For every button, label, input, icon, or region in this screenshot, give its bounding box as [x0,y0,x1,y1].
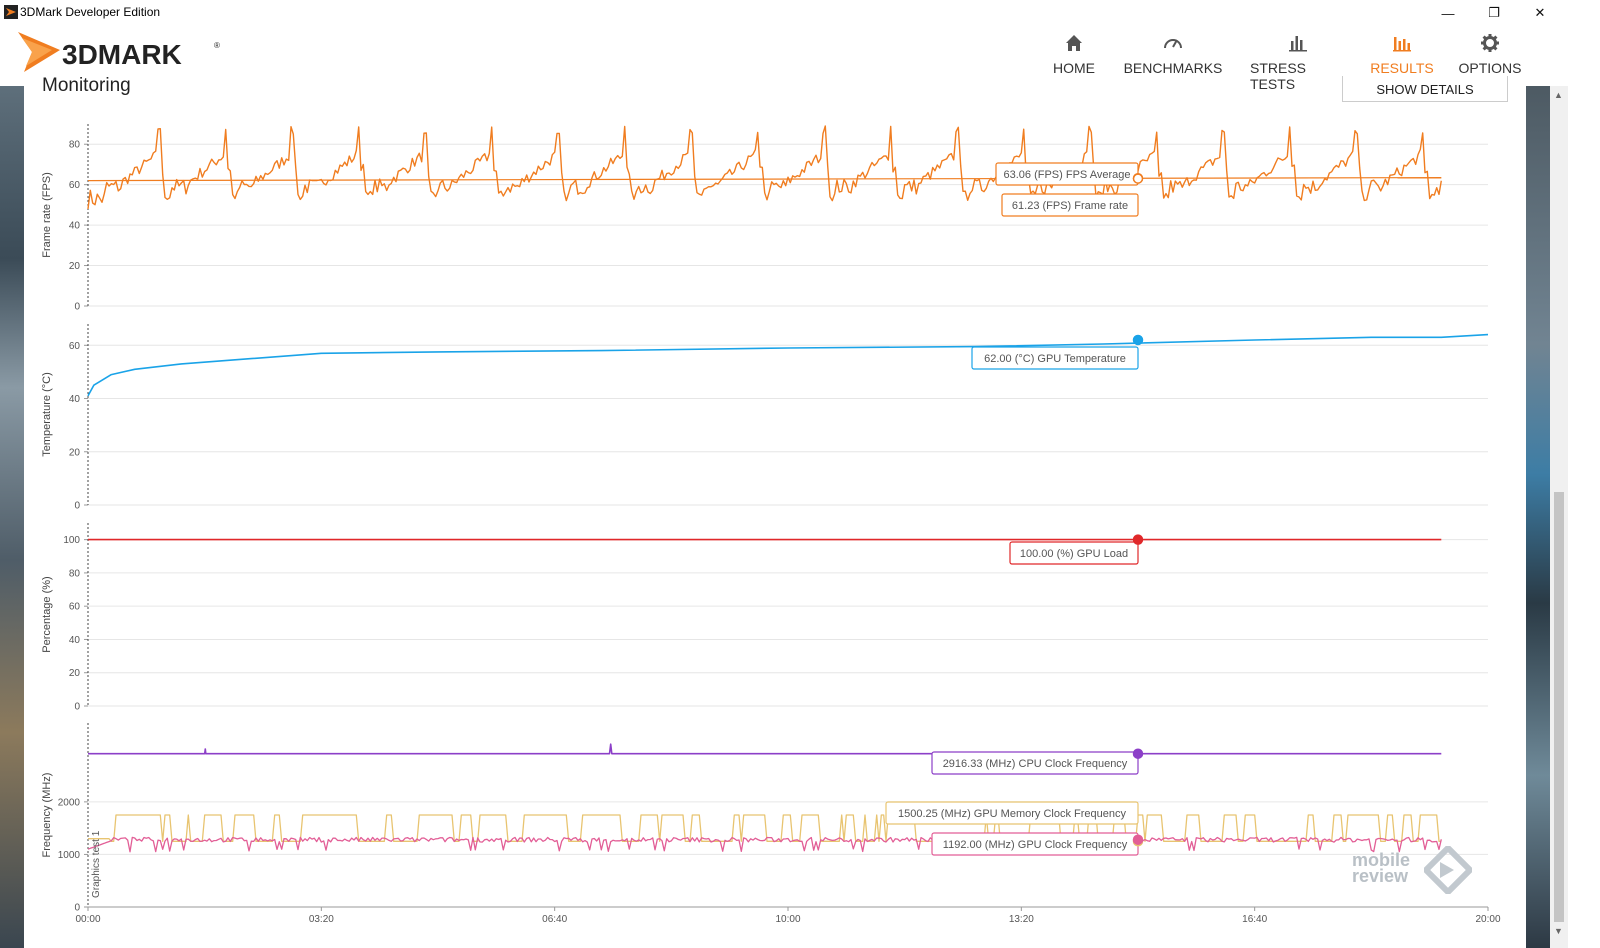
cpu-clock-dot [1132,748,1144,759]
nav-home[interactable]: HOME [1052,32,1096,76]
y-tick-label-clock: 1000 [58,850,81,861]
gpu-clock-dot [1132,834,1144,845]
nav-options-label: OPTIONS [1458,60,1522,76]
watermark-logo-icon [1424,846,1472,894]
watermark-line2: review [1352,866,1409,886]
y-tick-label-fps: 80 [69,140,81,151]
frame-rate-line [87,125,1442,209]
frame-rate-readout-box [1001,193,1139,217]
y-tick-label-clock: 2000 [58,797,81,808]
window-title: 3DMark Developer Edition [20,5,161,19]
background-art-left [0,86,24,948]
gpu-load-readout-box [1009,541,1139,565]
y-tick-label-temperature: 60 [69,341,81,352]
y-tick-label-gpu_load: 40 [69,635,81,646]
results-chart-icon [1393,37,1411,52]
gpu-temperature-readout: 62.00 (°C) GPU Temperature [984,353,1126,365]
app-header: 3DMARK ® HOME BENCHMARKS STRESS TESTS RE… [0,26,1568,92]
logo-text: 3DMARK [62,39,182,70]
x-tick-label: 20:00 [1475,914,1500,925]
frame-rate-readout: 61.23 (FPS) Frame rate [1012,200,1128,212]
gpu-load-dot [1132,534,1144,545]
close-button[interactable]: ✕ [1534,5,1546,20]
x-tick-label: 00:00 [75,914,100,925]
scrollbar-thumb[interactable] [1554,492,1564,922]
y-tick-label-gpu_load: 100 [63,535,80,546]
scroll-up-icon[interactable]: ▲ [1554,90,1563,100]
3dmark-logo: 3DMARK ® [18,28,228,83]
x-tick-label: 06:40 [542,914,567,925]
maximize-button[interactable]: ❐ [1488,5,1500,20]
gpu-clock-line [87,836,1442,853]
3dmark-app-icon [4,5,18,19]
nav-benchmarks[interactable]: BENCHMARKS [1122,32,1224,76]
graphics-test-marker-label: Graphics test 1 [91,830,102,898]
fps-average-line [87,176,1442,182]
y-tick-label-fps: 20 [69,261,81,272]
x-tick-label: 03:20 [309,914,334,925]
x-tick-label: 10:00 [775,914,800,925]
gpu-memory-clock-readout-box [885,801,1139,825]
y-tick-label-temperature: 20 [69,447,81,458]
y-tick-label-gpu_load: 80 [69,568,81,579]
x-tick-label: 16:40 [1242,914,1267,925]
nav-stress-tests[interactable]: STRESS TESTS [1250,32,1346,92]
section-title: Monitoring [42,75,131,96]
y-axis-title-gpu_load: Percentage (%) [41,576,53,652]
y-tick-label-gpu_load: 60 [69,602,81,613]
y-tick-label-temperature: 0 [74,501,80,512]
gauge-icon [1164,39,1182,49]
minimize-button[interactable]: — [1441,5,1455,21]
cpu-clock-readout-box [931,751,1139,775]
y-tick-label-fps: 40 [69,221,81,232]
scroll-down-icon[interactable]: ▼ [1554,926,1563,936]
y-tick-label-fps: 0 [74,302,80,313]
x-tick-label: 13:20 [1009,914,1034,925]
vertical-scrollbar[interactable]: ▲ ▼ [1550,86,1568,948]
gpu-memory-clock-line [88,814,1442,842]
y-axis-title-clock: Frequency (MHz) [41,773,53,858]
gpu-temperature-readout-box [971,346,1139,370]
gpu-temperature-line [87,333,1489,397]
show-details-button[interactable]: SHOW DETAILS [1342,76,1508,102]
watermark-line1: mobile [1352,850,1411,870]
nav-results[interactable]: RESULTS [1370,32,1434,76]
y-tick-label-clock: 0 [74,903,80,914]
frame-rate-dot [1132,173,1144,184]
nav-options[interactable]: OPTIONS [1458,32,1522,76]
background-art-right [1526,86,1550,948]
gear-icon [1481,34,1499,52]
y-tick-label-fps: 60 [69,180,81,191]
bar-chart-icon [1289,36,1307,52]
nav-home-label: HOME [1053,60,1095,76]
y-tick-label-gpu_load: 20 [69,668,81,679]
gpu-clock-readout: 1192.00 (MHz) GPU Clock Frequency [943,839,1128,851]
nav-results-label: RESULTS [1370,60,1434,76]
y-tick-label-gpu_load: 0 [74,702,80,713]
y-tick-label-temperature: 40 [69,394,81,405]
fps-average-readout: 63.06 (FPS) FPS Average [1004,169,1131,181]
y-axis-title-fps: Frame rate (FPS) [41,172,53,258]
cpu-clock-readout: 2916.33 (MHz) CPU Clock Frequency [943,758,1128,770]
cpu-clock-line [88,743,1442,755]
gpu-memory-clock-readout: 1500.25 (MHz) GPU Memory Clock Frequency [898,808,1127,820]
nav-benchmarks-label: BENCHMARKS [1123,60,1223,76]
nav-stress-tests-label: STRESS TESTS [1250,60,1307,92]
watermark: mobile review [1352,850,1411,886]
y-axis-title-temperature: Temperature (°C) [41,372,53,456]
gpu-temperature-dot [1132,334,1144,346]
gpu-load-readout: 100.00 (%) GPU Load [1020,548,1128,560]
home-icon [1066,35,1082,51]
svg-text:®: ® [214,41,220,50]
title-bar: 3DMark Developer Edition — ❐ ✕ [0,0,1600,26]
